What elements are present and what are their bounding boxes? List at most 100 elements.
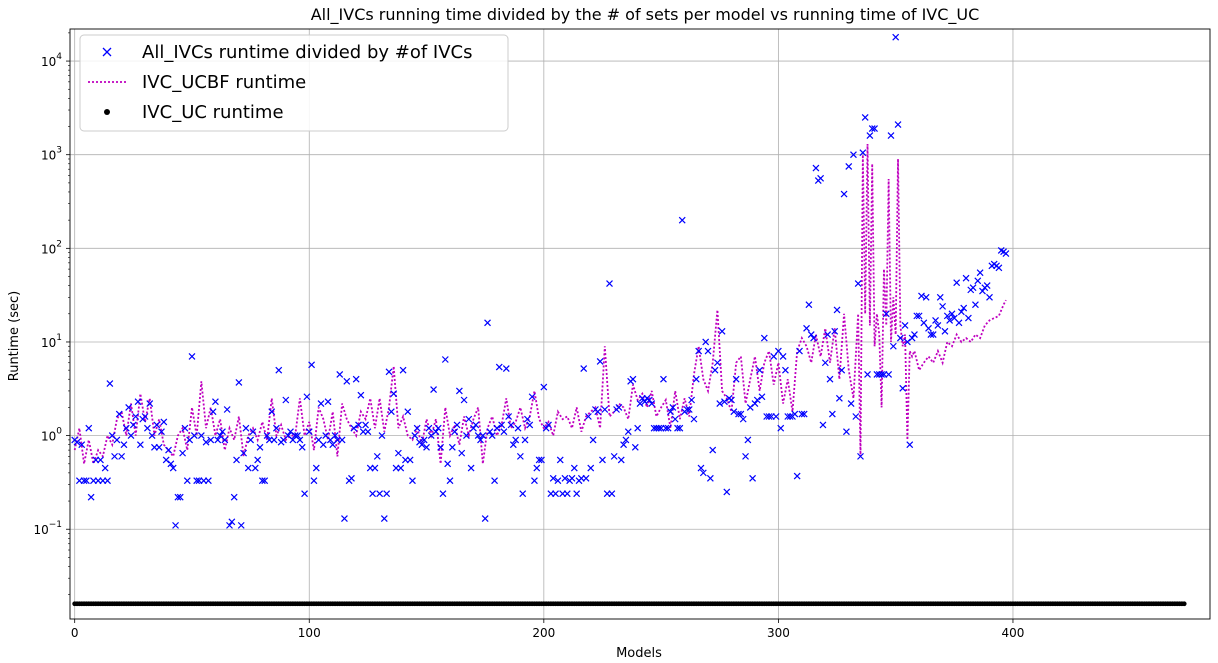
all-ivcs-point (425, 424, 433, 432)
all-ivcs-point (441, 356, 449, 363)
all-ivcs-point (831, 327, 839, 335)
y-tick-label-base: 10 (41, 149, 56, 163)
all-ivcs-point (516, 452, 524, 460)
all-ivcs-point (894, 121, 902, 128)
all-ivcs-point (446, 477, 454, 485)
all-ivcs-point (561, 474, 569, 482)
all-ivcs-point (521, 436, 529, 444)
y-tick-label-base: 10 (41, 430, 56, 444)
y-tick-label-base: 10 (41, 336, 56, 350)
ivc-uc-point (1181, 601, 1187, 607)
all-ivcs-point (387, 408, 395, 416)
all-ivcs-point (486, 428, 494, 436)
y-tick-label: 100 (41, 427, 62, 444)
all-ivcs-point (545, 421, 552, 429)
all-ivcs-point (155, 443, 163, 451)
all-ivcs-point (922, 293, 930, 301)
all-ivcs-point (390, 390, 398, 398)
all-ivcs-point (887, 132, 895, 140)
all-ivcs-point (132, 413, 140, 420)
all-ivcs-point (308, 361, 316, 369)
all-ivcs-point (723, 488, 731, 496)
all-ivcs-point (948, 310, 956, 318)
all-ivcs-point (305, 428, 313, 436)
all-ivcs-point (995, 264, 1003, 272)
all-ivcs-point (636, 400, 644, 407)
all-ivcs-point (594, 408, 602, 416)
all-ivcs-point (957, 308, 965, 316)
all-ivcs-point (634, 424, 642, 432)
all-ivcs-point (622, 436, 630, 444)
all-ivcs-point (779, 353, 787, 360)
all-ivcs-point (704, 347, 712, 355)
all-ivcs-point (782, 366, 789, 374)
all-ivcs-point (699, 469, 707, 477)
all-ivcs-point (803, 324, 810, 332)
all-ivcs-point (495, 363, 503, 371)
all-ivcs-point (207, 436, 215, 444)
all-ivcs-point (695, 347, 703, 355)
all-ivcs-point (826, 375, 834, 383)
all-ivcs-point (648, 400, 656, 407)
all-ivcs-point (793, 472, 801, 480)
all-ivcs-point (702, 338, 710, 346)
all-ivcs-point (850, 151, 857, 159)
all-ivcs-point (434, 424, 442, 432)
all-ivcs-point (915, 312, 923, 320)
y-tick-label-exponent: 0 (56, 427, 62, 437)
all-ivcs-point (479, 432, 487, 440)
all-ivcs-point (606, 280, 613, 288)
all-ivcs-point (310, 477, 318, 485)
all-ivcs-point (728, 396, 735, 404)
all-ivcs-point (237, 521, 245, 529)
all-ivcs-point (667, 408, 674, 416)
all-ivcs-point (871, 125, 878, 133)
y-tick-label: 103 (41, 146, 62, 163)
all-ivcs-point (146, 400, 154, 407)
all-ivcs-point (878, 371, 886, 378)
all-ivcs-point (683, 406, 691, 413)
all-ivcs-point (554, 477, 562, 485)
all-ivcs-point (770, 353, 778, 360)
all-ivcs-point (943, 312, 951, 320)
all-ivcs-point (526, 421, 534, 429)
all-ivcs-point (528, 393, 536, 401)
all-ivcs-point (331, 432, 339, 440)
all-ivcs-point (303, 393, 311, 401)
all-ivcs-point (535, 456, 543, 464)
all-ivcs-point (355, 421, 362, 429)
all-ivcs-point (385, 368, 393, 376)
all-ivcs-point (896, 334, 904, 342)
all-ivcs-point (341, 515, 348, 522)
all-ivcs-point (624, 428, 632, 436)
all-ivcs-point (406, 456, 414, 464)
all-ivcs-point (514, 424, 522, 432)
all-ivcs-point (230, 493, 238, 501)
all-ivcs-point (690, 415, 698, 423)
all-ivcs-point (97, 456, 104, 464)
all-ivcs-point (298, 443, 306, 451)
legend: All_IVCs runtime divided by #of IVCs IVC_… (79, 34, 509, 132)
all-ivcs-point (934, 322, 942, 329)
all-ivcs-point (437, 443, 445, 451)
all-ivcs-point (462, 432, 470, 440)
all-ivcs-point (960, 304, 968, 312)
all-ivcs-point (143, 424, 151, 432)
all-ivcs-point (120, 441, 128, 449)
all-ivcs-point (685, 406, 693, 413)
all-ivcs-point (946, 316, 954, 324)
all-ivcs-point (409, 477, 416, 485)
all-ivcs-point (172, 521, 179, 529)
y-tick-label-exponent: 2 (56, 239, 62, 249)
all-ivcs-point (394, 449, 402, 457)
all-ivcs-point (413, 424, 421, 432)
all-ivcs-point (247, 436, 255, 444)
all-ivcs-point (127, 432, 135, 440)
all-ivcs-point (350, 424, 358, 432)
all-ivcs-point (324, 398, 332, 406)
all-ivcs-point (158, 428, 165, 436)
all-ivcs-point (106, 380, 114, 387)
all-ivcs-point (918, 292, 925, 300)
all-ivcs-point (352, 375, 360, 383)
